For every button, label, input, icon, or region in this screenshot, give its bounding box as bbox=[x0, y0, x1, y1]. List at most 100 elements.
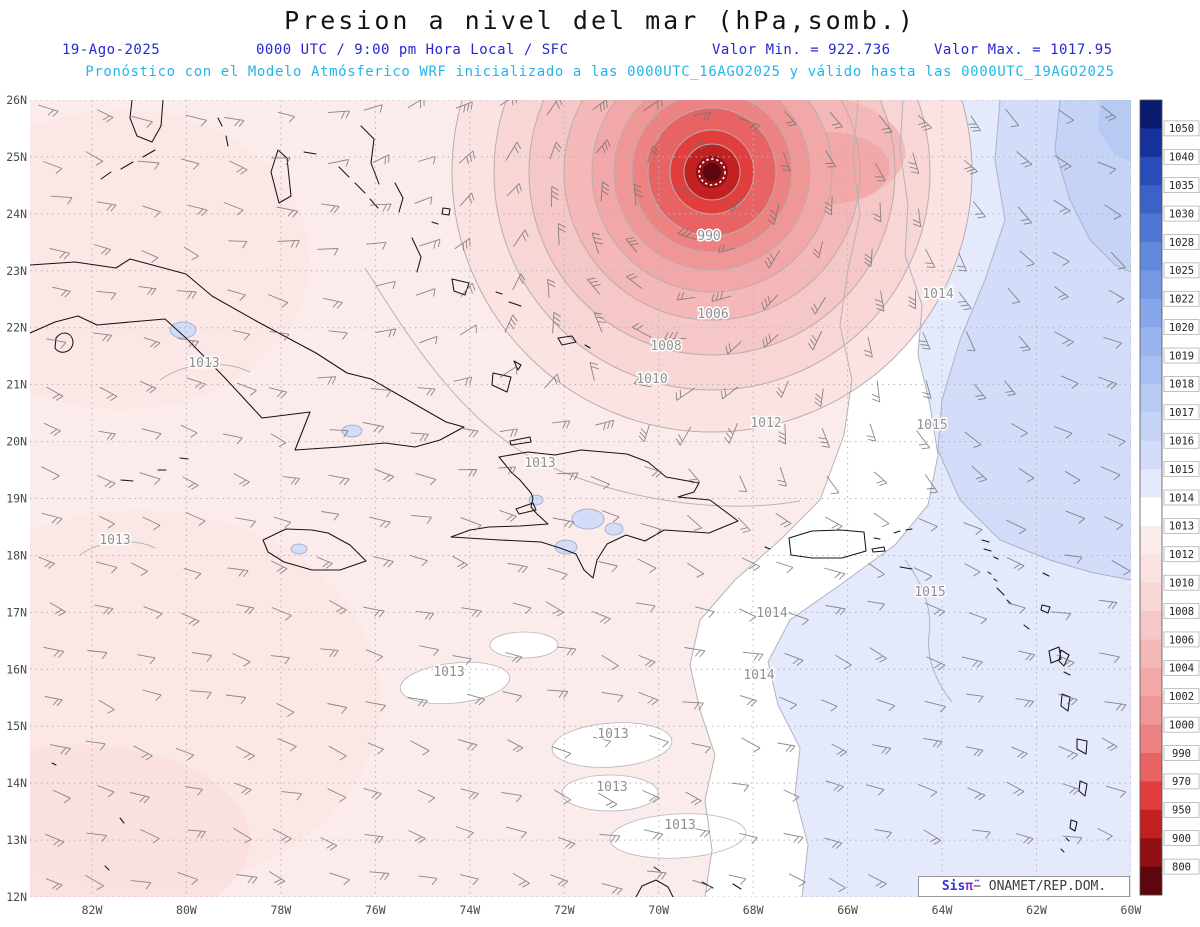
wind-barb bbox=[460, 517, 482, 531]
wind-barb bbox=[869, 647, 887, 663]
contour-label: 1014 bbox=[756, 606, 787, 621]
wind-barb bbox=[375, 280, 396, 290]
hurricane-eye-ring bbox=[698, 158, 726, 186]
wind-barb bbox=[552, 517, 575, 529]
wind-barb bbox=[601, 654, 619, 670]
wind-barb bbox=[320, 837, 338, 851]
colorbar-label-box bbox=[1163, 830, 1200, 847]
wind-barb bbox=[176, 290, 197, 299]
wind-barb bbox=[1054, 155, 1072, 171]
colorbar-label-box bbox=[1163, 234, 1200, 250]
wind-barb bbox=[86, 832, 108, 843]
wind-barb bbox=[177, 337, 199, 349]
wind-barb bbox=[1006, 781, 1025, 797]
wind-barb bbox=[1060, 375, 1079, 389]
wind-barb bbox=[965, 746, 984, 757]
wind-barb bbox=[410, 432, 429, 442]
wind-barb bbox=[1107, 433, 1126, 447]
wind-barb bbox=[738, 475, 748, 493]
wind-barb bbox=[688, 139, 705, 153]
coast-puerto-rico bbox=[764, 529, 886, 559]
contour-label: 1014 bbox=[743, 668, 774, 683]
wind-barb bbox=[277, 738, 297, 752]
wind-barb bbox=[811, 297, 826, 315]
contour-label: 1013 bbox=[433, 665, 464, 680]
wind-barb bbox=[181, 158, 200, 170]
wind-barb bbox=[233, 827, 252, 844]
wind-barb bbox=[46, 386, 64, 401]
wind-barb bbox=[129, 792, 150, 804]
colorbar-segment bbox=[1140, 667, 1162, 697]
lat-label: 16N bbox=[6, 662, 27, 676]
colorbar-label: 1018 bbox=[1169, 379, 1194, 391]
wind-barb bbox=[271, 607, 292, 621]
wind-barb bbox=[407, 697, 428, 707]
contour-label: 1013 bbox=[664, 818, 695, 833]
wind-barb bbox=[1064, 554, 1083, 564]
wind-barb bbox=[552, 420, 571, 429]
wind-barb bbox=[739, 117, 761, 131]
wind-barb bbox=[626, 273, 642, 289]
wind-barb bbox=[512, 873, 530, 888]
colorbar-label-box bbox=[1163, 432, 1200, 449]
wind-barb bbox=[191, 652, 213, 662]
wind-barb bbox=[1006, 557, 1025, 571]
wind-barb bbox=[85, 740, 106, 751]
wind-barb bbox=[316, 556, 333, 569]
wind-barb bbox=[728, 874, 747, 885]
wind-barb bbox=[687, 514, 702, 531]
wind-barb bbox=[49, 602, 66, 617]
wind-barb bbox=[85, 151, 104, 166]
wind-barb bbox=[142, 689, 162, 702]
wind-barb bbox=[175, 747, 195, 761]
colorbar-segment bbox=[1140, 866, 1162, 896]
lon-label: 60W bbox=[1121, 903, 1142, 917]
wind-barb bbox=[780, 152, 791, 172]
wind-barb bbox=[1015, 698, 1034, 708]
wind-barb bbox=[235, 517, 256, 528]
wind-barb bbox=[784, 652, 804, 666]
wind-barb bbox=[183, 246, 199, 261]
colorbar-label-box bbox=[1163, 290, 1200, 307]
wind-barb bbox=[876, 699, 896, 712]
wind-barb bbox=[99, 386, 118, 401]
colorbar-segment bbox=[1140, 440, 1162, 470]
wind-barb bbox=[553, 789, 572, 805]
wind-barb bbox=[235, 746, 255, 761]
wind-barb bbox=[454, 238, 471, 251]
wind-barb bbox=[547, 567, 568, 581]
wind-barb bbox=[835, 654, 852, 670]
wind-barb bbox=[692, 879, 713, 893]
wind-barb bbox=[558, 836, 576, 850]
wind-barb bbox=[375, 328, 397, 338]
wind-barb bbox=[731, 782, 750, 792]
colorbar-segment bbox=[1140, 355, 1162, 385]
wind-barb bbox=[638, 424, 650, 443]
wind-barb bbox=[742, 651, 764, 661]
wind-barb bbox=[875, 162, 886, 182]
ridge-corner bbox=[1098, 100, 1131, 162]
lat-label: 26N bbox=[6, 93, 27, 107]
wind-barb bbox=[370, 388, 392, 398]
coast-bahamas bbox=[217, 117, 591, 393]
lat-label: 14N bbox=[6, 776, 27, 790]
wind-barb bbox=[547, 278, 556, 298]
wind-barb bbox=[878, 115, 893, 134]
wind-barb bbox=[1099, 652, 1120, 664]
wind-barb bbox=[137, 654, 156, 665]
lon-label: 82W bbox=[82, 903, 103, 917]
wind-barb bbox=[186, 377, 206, 390]
wind-barb bbox=[871, 381, 881, 403]
wind-barb bbox=[829, 111, 843, 129]
wind-barb bbox=[506, 183, 522, 197]
colorbar-label-box bbox=[1163, 802, 1200, 818]
wind-barb bbox=[963, 522, 983, 535]
wind-barb bbox=[918, 518, 938, 532]
contour-label: 990 bbox=[697, 229, 720, 244]
coastlines bbox=[30, 100, 1088, 897]
wind-barb bbox=[268, 871, 286, 886]
wind-barb bbox=[643, 100, 663, 112]
contour-label: 1012 bbox=[750, 416, 781, 431]
wind-barb bbox=[972, 829, 991, 839]
colorbar-label-box bbox=[1163, 177, 1200, 193]
